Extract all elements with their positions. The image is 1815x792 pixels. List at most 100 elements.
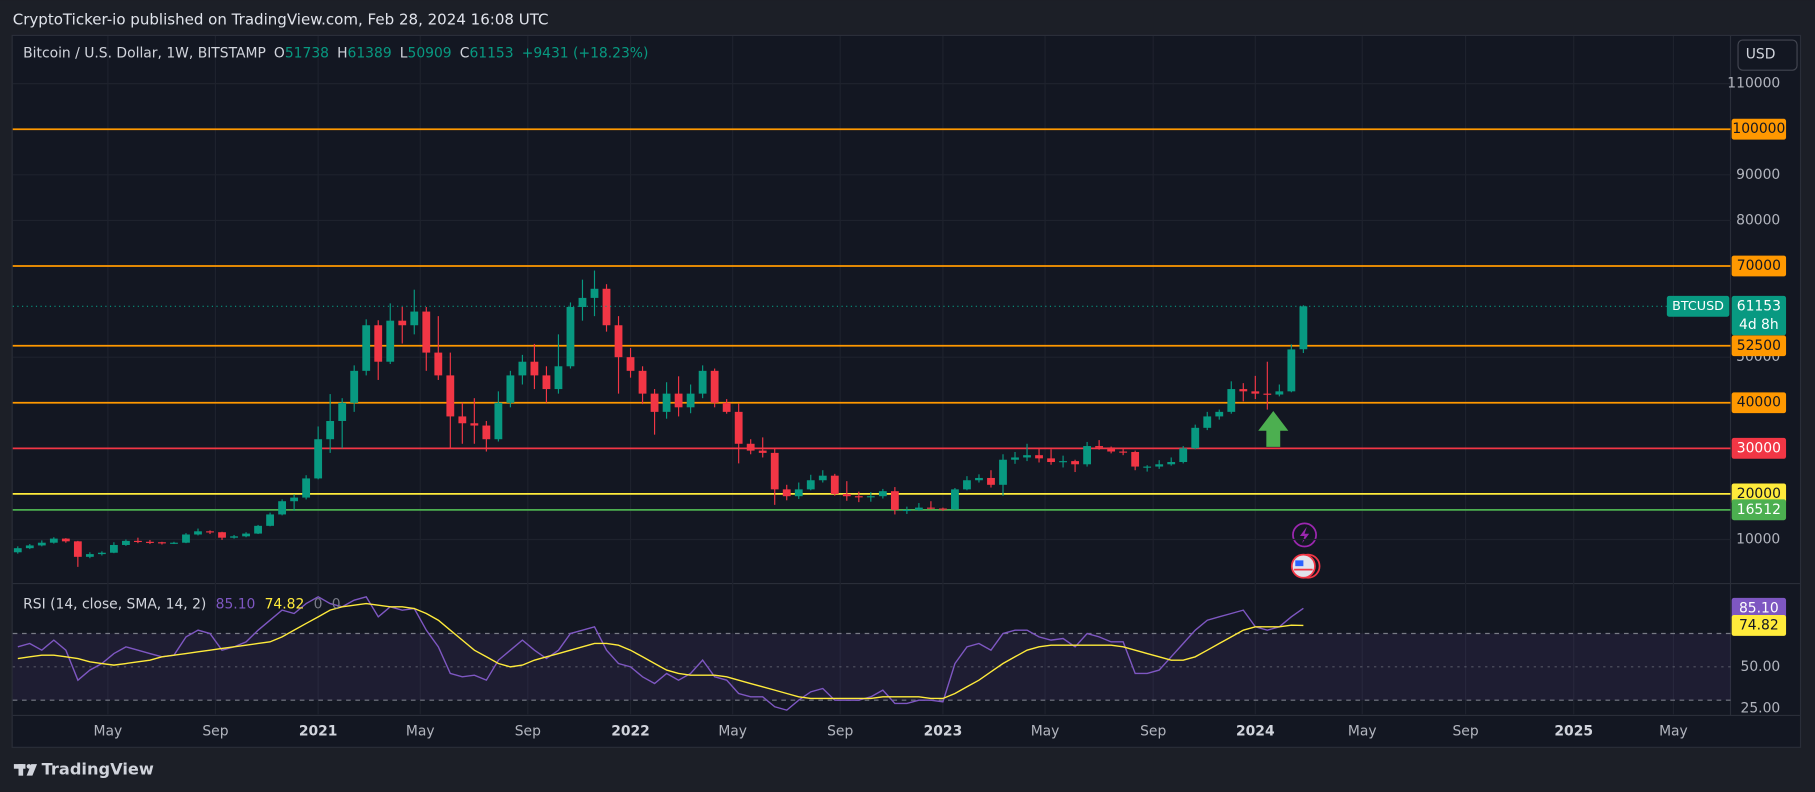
x-tick-label: 2023 (924, 724, 963, 740)
x-tick-label: 2024 (1236, 724, 1275, 740)
rsi-tick-label: 50.00 (1741, 659, 1781, 675)
rsi-tick-label: 25.00 (1741, 700, 1781, 716)
candle-body (182, 534, 190, 543)
currency-button[interactable] (1737, 39, 1798, 71)
candle-body (854, 496, 863, 498)
candle-body (1227, 389, 1236, 412)
candle-body (230, 536, 238, 538)
candle-body (830, 475, 839, 494)
candle-body (122, 540, 130, 545)
y-tick-label: 110000 (1727, 76, 1780, 92)
currency[interactable]: USD (1746, 47, 1776, 63)
x-tick-label: May (1659, 724, 1688, 740)
rsi-readout-label: 74.82 (1739, 617, 1779, 633)
candle-body (650, 393, 659, 412)
candle-body (818, 475, 827, 481)
ohlc-label: C (460, 45, 470, 61)
candle-body (542, 375, 551, 390)
candle-body (434, 352, 443, 376)
rsi-readout-badge (1731, 615, 1787, 636)
x-tick-label: Sep (1140, 724, 1166, 740)
level-badge (1731, 392, 1787, 414)
candle-body (1179, 448, 1188, 463)
candle-body (590, 288, 599, 298)
candle-body (458, 416, 467, 424)
candle-body (470, 423, 479, 426)
level-label: 16512 (1737, 502, 1781, 518)
candle-body (878, 491, 887, 497)
tv-logo (13, 764, 38, 776)
candle-body (278, 501, 287, 515)
candle-body (109, 544, 118, 553)
ohlc-value: 61389 (348, 45, 392, 61)
candle-body (806, 480, 815, 490)
x-tick-label: Sep (202, 724, 228, 740)
candle-body (638, 370, 647, 394)
candle-body (398, 320, 407, 326)
events-icons[interactable] (1290, 522, 1321, 579)
ohlc-label: O (274, 45, 285, 61)
y-tick-label: 80000 (1736, 212, 1780, 228)
x-tick-label: May (718, 724, 747, 740)
candle-body (614, 325, 623, 358)
level-label: 40000 (1737, 395, 1781, 411)
rsi-extra: 0 (332, 596, 341, 612)
ohlc-value: 61153 (469, 45, 513, 61)
candle-body (746, 443, 755, 451)
symbol-badge (1666, 295, 1730, 317)
ohlc-value: 50909 (408, 45, 452, 61)
level-label: 52500 (1737, 338, 1781, 354)
ohlc-label: H (337, 45, 347, 61)
candle-body (158, 542, 166, 544)
candle-body (134, 540, 142, 543)
candle-body (1299, 306, 1308, 350)
symbol-legend: Bitcoin / U.S. Dollar, 1W, BITSTAMP O5173… (23, 45, 648, 61)
candle-body (73, 541, 82, 557)
candle-body (1203, 416, 1212, 428)
y-tick-label: 90000 (1736, 167, 1780, 183)
ohlc-value: 51738 (285, 45, 329, 61)
candle-body (482, 425, 491, 440)
candle-body (1215, 411, 1224, 417)
candle-body (374, 325, 383, 362)
candle-body (1059, 461, 1067, 463)
candle-body (1107, 447, 1116, 452)
candle-body (963, 480, 971, 490)
candle-body (698, 370, 707, 394)
countdown: 4d 8h (1739, 317, 1779, 333)
symbol-title: Bitcoin / U.S. Dollar, 1W, BITSTAMP (23, 45, 266, 61)
candle-body (1095, 446, 1104, 448)
publisher: CryptoTicker-io published on TradingView… (13, 10, 549, 28)
candle-body (410, 311, 419, 326)
x-tick-label: Sep (827, 724, 853, 740)
candle-body (518, 361, 527, 376)
candle-body (914, 507, 923, 510)
candle-body (1035, 455, 1043, 459)
candle-body (951, 489, 959, 510)
candle-body (25, 545, 34, 549)
candle-body (61, 538, 70, 542)
x-tick-label: 2021 (299, 724, 338, 740)
candle-body (975, 477, 983, 481)
candle-body (1023, 455, 1031, 458)
candle-body (1071, 461, 1079, 465)
candle-body (97, 552, 106, 555)
level-label: 30000 (1737, 440, 1781, 456)
candle-body (794, 489, 803, 497)
candle-body (314, 439, 323, 479)
candle-body (494, 402, 503, 440)
candle-body (85, 554, 94, 557)
x-tick-label: May (1031, 724, 1060, 740)
candle-body (939, 508, 947, 510)
y-tick-label: 10000 (1736, 532, 1780, 548)
candle-body (1143, 466, 1152, 468)
candle-body (1191, 427, 1200, 449)
price-label: 61153 (1737, 298, 1781, 314)
candle-body (326, 420, 335, 440)
candle-body (722, 402, 731, 412)
candle-body (770, 452, 779, 490)
candle-body (1155, 464, 1164, 467)
candle-body (602, 288, 611, 326)
candle-body (170, 542, 178, 544)
